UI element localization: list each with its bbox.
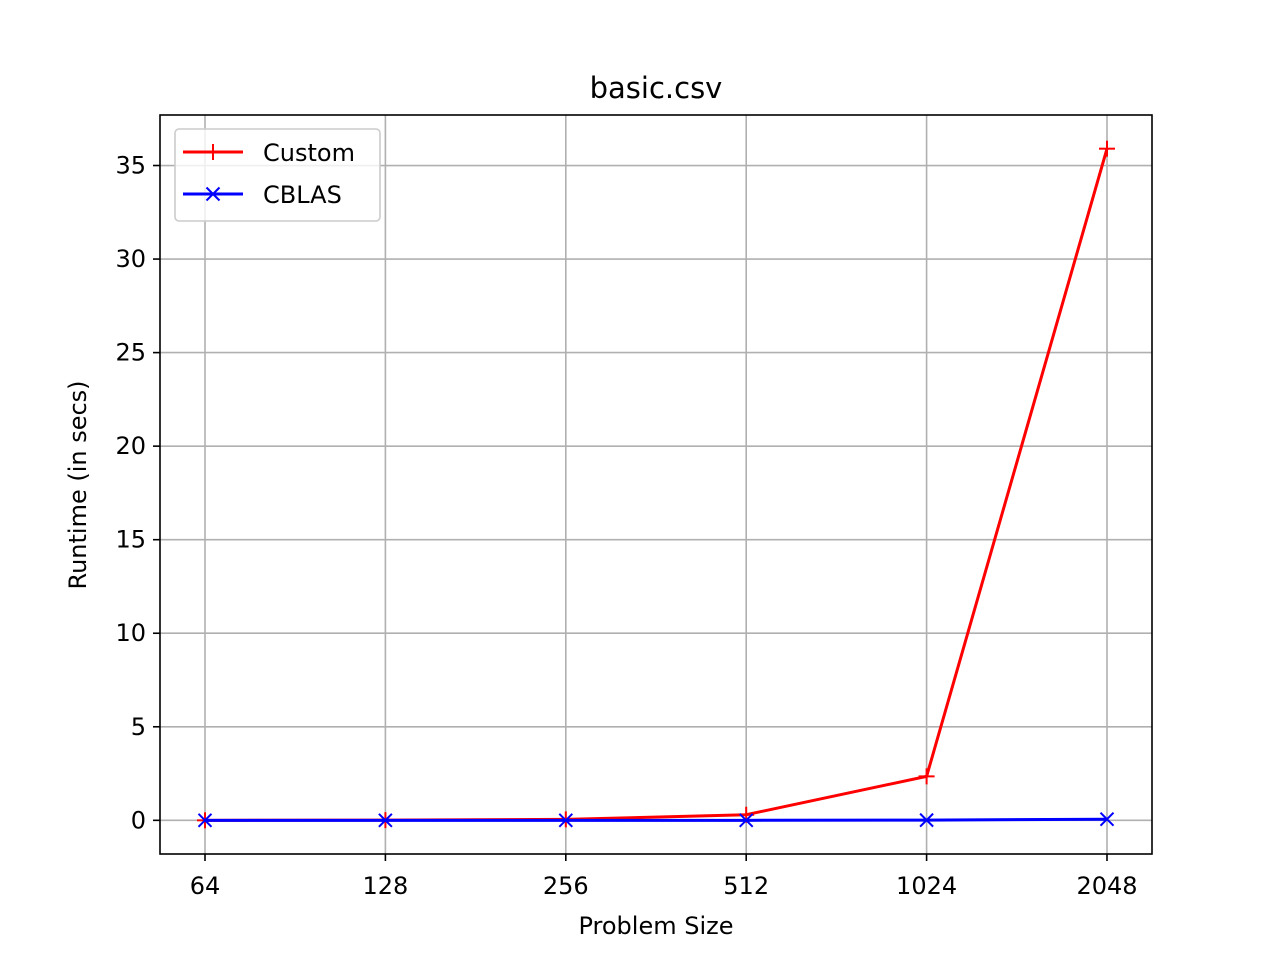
data-point-cblas — [919, 812, 934, 828]
legend-marker-cblas — [205, 186, 221, 202]
series-layer — [197, 140, 1115, 829]
grid — [160, 115, 1152, 854]
legend-item-custom: Custom — [183, 139, 355, 167]
series-line-cblas — [205, 817, 1108, 822]
x-tick-label: 1024 — [896, 872, 957, 900]
y-tick-label: 10 — [115, 619, 146, 647]
y-tick-label: 25 — [115, 339, 146, 367]
legend-marker-custom — [205, 144, 221, 160]
data-point-cblas — [558, 813, 574, 828]
y-tick-label: 0 — [131, 806, 146, 834]
x-tick-label: 512 — [723, 872, 769, 900]
x-tick-label: 2048 — [1076, 872, 1137, 900]
data-point-cblas — [1099, 811, 1115, 827]
x-tick-label: 128 — [362, 872, 408, 900]
data-point-cblas — [197, 813, 213, 828]
axis-ticks: 64 128 256 512 1024 2048 0 5 10 15 20 25 30 35 — [115, 152, 1137, 900]
data-point-cblas — [378, 813, 393, 828]
data-point-cblas-b — [378, 813, 393, 828]
y-tick-label: 5 — [131, 713, 146, 741]
y-tick-label: 20 — [115, 432, 146, 460]
plot-frame — [159, 114, 1153, 855]
data-point-cblas-b — [1099, 811, 1115, 827]
data-point-cblas-b — [558, 813, 574, 828]
y-tick-label: 30 — [115, 245, 146, 273]
legend-label-custom: Custom — [263, 139, 355, 167]
y-tick-label: 15 — [115, 526, 146, 554]
y-tick-label: 35 — [115, 152, 146, 180]
data-point-cblas-b — [738, 813, 754, 828]
x-axis-label: Problem Size — [578, 912, 733, 940]
series-cblas — [197, 811, 1115, 828]
chart-title: basic.csv — [590, 71, 723, 105]
legend: Custom CBLAS — [174, 128, 381, 222]
y-axis-label: Runtime (in secs) — [64, 380, 92, 589]
data-point-cblas — [738, 813, 754, 828]
x-tick-label: 256 — [543, 872, 589, 900]
data-point-cblas-b — [919, 812, 934, 828]
data-point-custom — [1099, 140, 1115, 157]
legend-item-cblas: CBLAS — [183, 181, 342, 209]
x-tick-label: 64 — [190, 872, 221, 900]
data-point-custom — [918, 768, 935, 785]
data-point-cblas-b — [197, 813, 213, 828]
legend-marker-cblas-b — [205, 186, 221, 202]
legend-label-cblas: CBLAS — [263, 181, 342, 209]
